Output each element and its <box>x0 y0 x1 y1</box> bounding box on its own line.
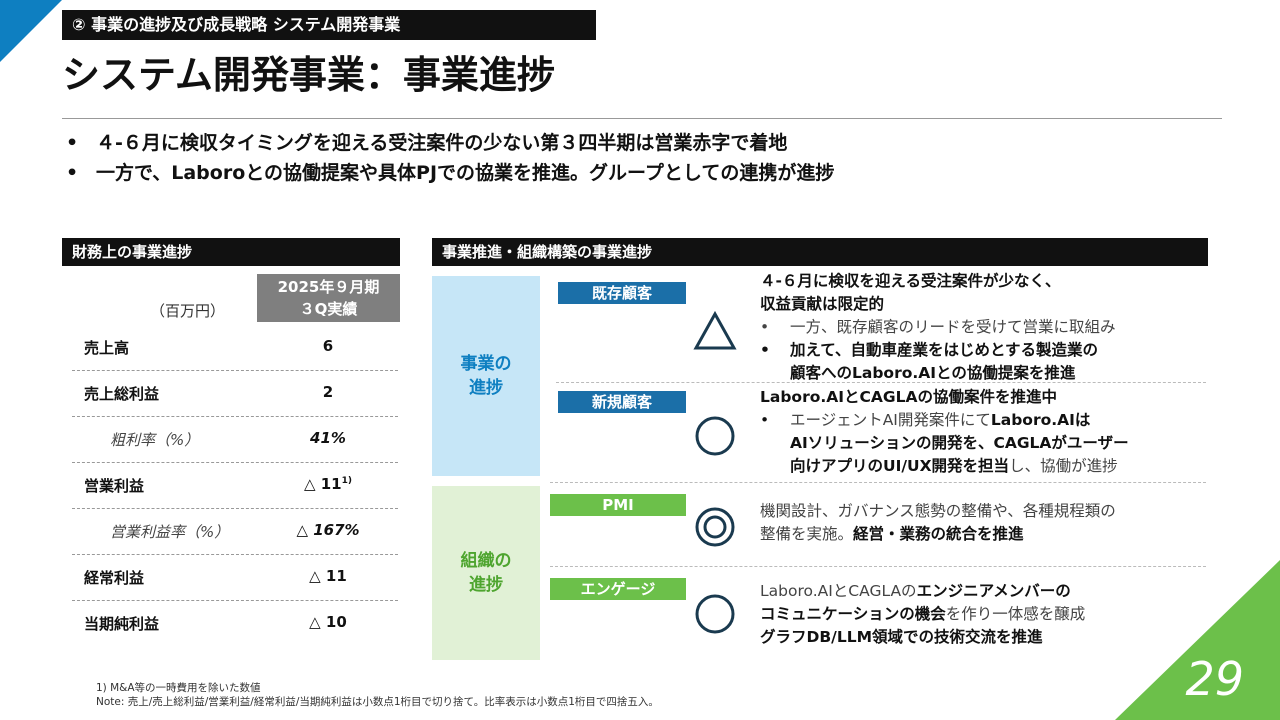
item-line: グラフDB/LLM領域での技術交流を推進 <box>760 628 1043 646</box>
summary-bullets: • ４-６月に検収タイミングを迎える受注案件の少ない第３四半期は営業赤字で着地 •… <box>66 128 834 188</box>
item-line: ４-６月に検収を迎える受注案件が少なく、 <box>760 272 1061 290</box>
row-label: 経常利益 <box>84 569 145 587</box>
item-line: Laboro.AIとCAGLAの <box>760 582 917 600</box>
item-line-group: コミュニケーションの機会を作り一体感を醸成 <box>760 603 1085 626</box>
item-line: エンジニアメンバーの <box>916 582 1071 600</box>
triangle-icon <box>693 310 737 350</box>
band-label-line: 組織の <box>460 551 512 571</box>
business-band <box>432 276 540 476</box>
band-label-line: 進捗 <box>469 378 503 398</box>
summary-bullet: • 一方で、Laboroとの協働提案や具体PJでの協業を推進。グループとしての連携… <box>66 158 834 188</box>
item-line: 経営・業務の統合を推進 <box>853 525 1024 543</box>
circle-icon <box>695 416 735 456</box>
item-line: 向けアプリのUI/UX開発を担当 <box>790 457 1010 475</box>
item-line: エージェントAI開発案件にて <box>790 411 991 429</box>
item-line: 収益貢献は限定的 <box>760 295 885 313</box>
item-line: し、協働が進捗 <box>1009 457 1118 475</box>
column-header-quarter: ３Q実績 <box>299 300 358 318</box>
existing-customer-text: ４-６月に検収を迎える受注案件が少なく、 収益貢献は限定的 • 一方、既存顧客のリ… <box>760 270 1116 385</box>
item-line-group: Laboro.AIとCAGLAのエンジニアメンバーの <box>760 580 1085 603</box>
row-value: △ 11 <box>309 567 347 585</box>
item-line: を作り一体感を醸成 <box>945 605 1086 623</box>
row-divider <box>550 482 1206 484</box>
row-value: 2 <box>322 383 334 401</box>
row-label: 売上高 <box>84 339 130 357</box>
footnote: Note: 売上/売上総利益/営業利益/経常利益/当期純利益は小数点1桁目で切り… <box>96 696 659 708</box>
new-customer-text: Laboro.AIとCAGLAの協働案件を推進中 • エージェントAI開発案件にて… <box>760 386 1129 478</box>
item-line-group: 向けアプリのUI/UX開発を担当し、協働が進捗 <box>760 455 1129 478</box>
table-row: 売上総利益 2 <box>72 370 398 417</box>
section-tag: ② 事業の進捗及び成長戦略 システム開発事業 <box>62 10 596 40</box>
row-value: △ 10 <box>309 613 347 631</box>
page-title: システム開発事業：事業進捗 <box>62 53 555 97</box>
row-label: 粗利率（%） <box>110 431 200 449</box>
row-divider <box>556 382 1206 384</box>
item-line: 一方、既存顧客のリードを受けて営業に取組み <box>790 318 1116 336</box>
row-value-cell: △ 111) <box>258 475 398 493</box>
corner-decoration-bottom-right <box>1115 560 1280 720</box>
business-section-header: 事業推進・組織構築の事業進捗 <box>432 238 1208 266</box>
table-row: 当期純利益 △ 10 <box>72 600 398 646</box>
summary-bullet: • ４-６月に検収タイミングを迎える受注案件の少ない第３四半期は営業赤字で着地 <box>66 128 834 158</box>
engagement-text: Laboro.AIとCAGLAのエンジニアメンバーの コミュニケーションの機会を… <box>760 580 1085 649</box>
engagement-tag: エンゲージ <box>550 578 686 600</box>
table-row: 営業利益 △ 111) <box>72 462 398 509</box>
bullet-marker: • <box>760 411 770 429</box>
table-row: 経常利益 △ 11 <box>72 554 398 601</box>
page-number: 29 <box>1185 652 1244 706</box>
item-line: 顧客へのLaboro.AIとの協働提案を推進 <box>790 364 1076 382</box>
pmi-tag: PMI <box>550 494 686 516</box>
item-line: AIソリューションの開発を、CAGLAがユーザー <box>790 434 1129 452</box>
row-label: 営業利益率（%） <box>110 523 230 541</box>
row-value: △ 167% <box>296 521 360 539</box>
row-label: 当期純利益 <box>84 615 160 633</box>
row-value: △ 11 <box>303 475 342 493</box>
row-divider <box>550 566 1206 568</box>
corner-decoration-top-left <box>0 0 62 62</box>
item-line: 機関設計、ガバナンス態勢の整備や、各種規程類の <box>760 502 1116 520</box>
item-line: Laboro.AIとCAGLAの協働案件を推進中 <box>760 388 1057 406</box>
bullet-marker: • <box>66 162 79 184</box>
item-bullet-line: • エージェントAI開発案件にてLaboro.AIは <box>760 409 1129 432</box>
pmi-text: 機関設計、ガバナンス態勢の整備や、各種規程類の 整備を実施。経営・業務の統合を推… <box>760 500 1116 546</box>
bullet-marker: • <box>760 318 770 336</box>
item-line: 整備を実施。 <box>760 525 854 543</box>
table-row: 売上高 6 <box>72 324 398 371</box>
double-circle-icon <box>695 507 735 547</box>
item-line: Laboro.AIは <box>990 411 1091 429</box>
column-header-period: 2025年９月期 <box>277 278 380 296</box>
table-row: 営業利益率（%） △ 167% <box>72 508 398 555</box>
bullet-marker: • <box>760 341 770 359</box>
bullet-marker: • <box>66 132 79 154</box>
footnote-marker: 1) <box>341 476 353 486</box>
row-label: 営業利益 <box>84 477 145 495</box>
item-bullet-line: • 加えて、自動車産業をはじめとする製造業の <box>760 339 1116 362</box>
summary-bullet-text: 一方で、Laboroとの協働提案や具体PJでの協業を推進。グループとしての連携が… <box>96 162 835 184</box>
item-line: コミュニケーションの機会 <box>760 605 946 623</box>
table-row: 粗利率（%） 41% <box>72 416 398 463</box>
row-label: 売上総利益 <box>84 385 160 403</box>
footnote: 1) M&A等の一時費用を除いた数値 <box>96 682 261 694</box>
title-divider <box>62 118 1222 119</box>
summary-bullet-text: ４-６月に検収タイミングを迎える受注案件の少ない第３四半期は営業赤字で着地 <box>96 132 788 154</box>
business-band-label: 事業の 進捗 <box>432 352 540 400</box>
item-line: 加えて、自動車産業をはじめとする製造業の <box>790 341 1098 359</box>
row-value: 41% <box>310 429 346 447</box>
item-bullet-line: • 一方、既存顧客のリードを受けて営業に取組み <box>760 316 1116 339</box>
band-label-line: 進捗 <box>469 575 503 595</box>
organization-band <box>432 486 540 660</box>
band-label-line: 事業の <box>460 354 512 374</box>
unit-label: （百万円） <box>150 302 226 320</box>
new-customer-tag: 新規顧客 <box>558 391 686 413</box>
organization-band-label: 組織の 進捗 <box>432 549 540 597</box>
financial-section-header: 財務上の事業進捗 <box>62 238 400 266</box>
footnotes: 1) M&A等の一時費用を除いた数値 Note: 売上/売上総利益/営業利益/経… <box>96 681 659 709</box>
column-header: 2025年９月期 ３Q実績 <box>257 274 400 322</box>
circle-icon <box>695 594 735 634</box>
existing-customer-tag: 既存顧客 <box>558 282 686 304</box>
row-value: 6 <box>322 337 334 355</box>
item-line-group: 整備を実施。経営・業務の統合を推進 <box>760 523 1116 546</box>
